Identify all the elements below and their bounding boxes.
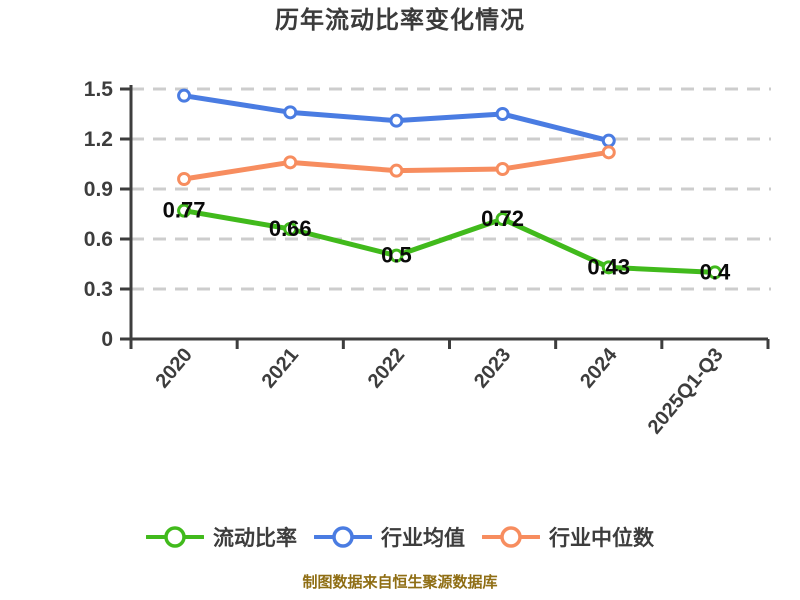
data-point-current-ratio	[283, 222, 298, 236]
y-tick-label: 1.2	[84, 128, 113, 151]
legend-item-current-ratio[interactable]: 流动比率	[146, 522, 297, 552]
chart-title: 历年流动比率变化情况	[275, 7, 525, 34]
y-tick-label: 0.3	[84, 278, 113, 301]
data-point-current-ratio	[707, 265, 722, 280]
data-point-industry-median	[283, 155, 298, 170]
x-tick-label: 2021	[258, 344, 303, 392]
legend-label: 流动比率	[213, 527, 297, 550]
data-point-industry-median	[389, 163, 404, 178]
data-point-current-ratio	[389, 248, 404, 263]
data-label-current-ratio: 0.43	[587, 254, 630, 279]
data-point-industry-average	[389, 113, 404, 128]
x-tick-label: 2022	[364, 344, 409, 392]
source-note: 制图数据来自恒生聚源数据库	[302, 574, 498, 591]
data-label-current-ratio: 0.72	[481, 206, 524, 231]
data-label-current-ratio: 0.66	[269, 216, 312, 241]
legend-label: 行业均值	[381, 527, 465, 550]
legend-marker-icon	[314, 526, 372, 548]
series-line-current-ratio	[181, 208, 718, 275]
legend-marker-icon	[482, 526, 540, 548]
data-point-current-ratio	[177, 203, 192, 218]
data-point-industry-median	[177, 172, 192, 186]
y-tick-label: 0.6	[84, 228, 113, 251]
y-tick-label: 0.9	[84, 178, 113, 201]
data-label-current-ratio: 0.5	[381, 243, 412, 268]
data-label-current-ratio: 0.77	[163, 198, 206, 223]
legend-label: 行业中位数	[549, 527, 654, 550]
legend-marker-icon	[146, 526, 204, 548]
y-tick-label: 0	[101, 328, 113, 351]
x-tick-label: 2023	[470, 344, 515, 392]
data-point-current-ratio	[601, 260, 616, 275]
y-tick-label: 1.5	[84, 78, 114, 101]
legend-item-industry-median[interactable]: 行业中位数	[482, 522, 654, 552]
x-tick-label: 2025Q1-Q3	[644, 344, 728, 438]
x-tick-label: 2020	[151, 344, 196, 392]
data-point-industry-average	[495, 107, 510, 121]
data-point-industry-average	[283, 105, 298, 120]
data-point-industry-average	[601, 133, 616, 148]
data-point-current-ratio	[495, 212, 510, 226]
data-point-industry-median	[495, 162, 510, 176]
chart-legend: 流动比率 行业均值 行业中位数	[0, 522, 800, 552]
data-point-industry-average	[177, 88, 192, 103]
data-point-industry-median	[601, 145, 616, 160]
x-tick-label: 2024	[576, 343, 622, 392]
plot-area: 0 0.3 0.6 0.9 1.2 1.5 2020 2021 2022 2023 2024 2025…	[84, 78, 771, 438]
legend-item-industry-average[interactable]: 行业均值	[314, 522, 465, 552]
data-label-current-ratio: 0.4	[700, 259, 731, 284]
